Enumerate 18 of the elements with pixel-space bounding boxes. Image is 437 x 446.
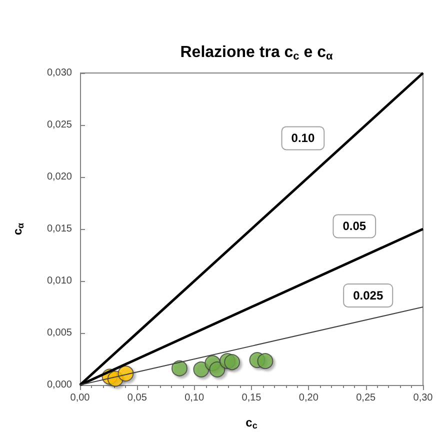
x-tick-label: 0,25 xyxy=(356,392,376,404)
y-tick-label: 0,025 xyxy=(46,120,72,130)
x-tick-label: 0,10 xyxy=(184,392,204,404)
y-tick-label: 0,000 xyxy=(46,380,72,390)
x-tick-label: 0,20 xyxy=(298,392,319,404)
series-label: 0.10 xyxy=(291,131,315,146)
x-tick-label: 0,30 xyxy=(413,392,434,404)
y-tick-label: 0,015 xyxy=(46,224,72,234)
series-label: 0.05 xyxy=(342,219,366,234)
y-tick-label: 0,010 xyxy=(46,276,72,286)
x-tick-label: 0,05 xyxy=(127,392,148,404)
y-axis-title: cα xyxy=(10,222,26,236)
y-tick-label: 0,005 xyxy=(46,328,72,338)
y-tick-label: 0,030 xyxy=(46,68,72,78)
x-tick-label: 0,00 xyxy=(70,392,90,404)
y-tick-label: 0,020 xyxy=(46,172,72,182)
series-label: 0.025 xyxy=(353,288,384,302)
x-tick-label: 0,15 xyxy=(242,392,262,404)
